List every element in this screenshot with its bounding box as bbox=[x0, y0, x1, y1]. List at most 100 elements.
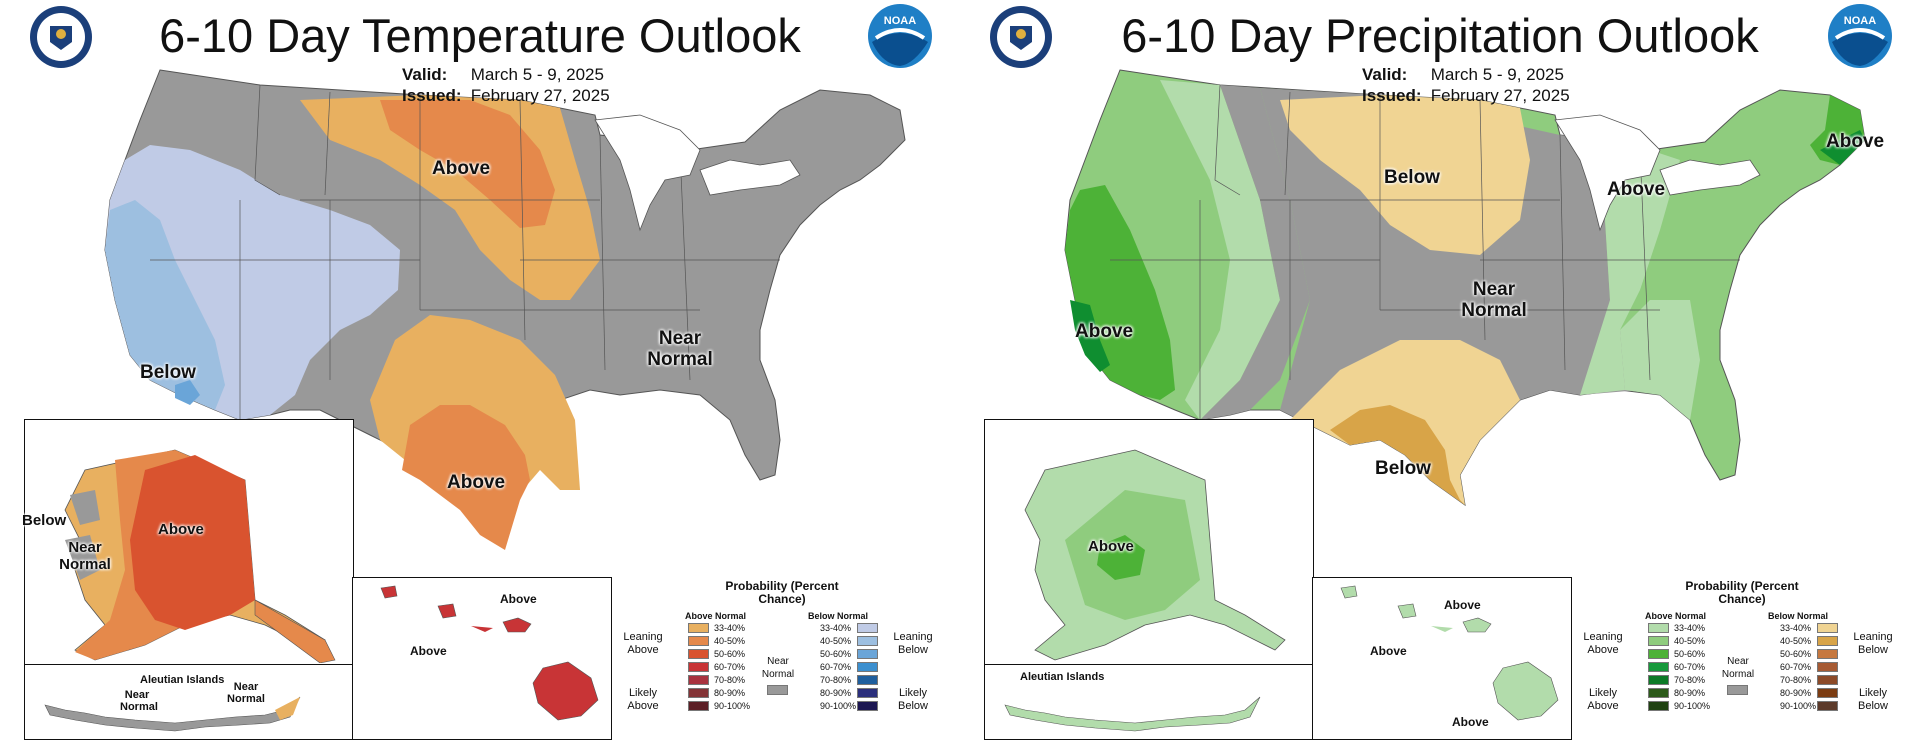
legend-swatch-below bbox=[857, 701, 878, 711]
legend-range-below: 33-40% bbox=[1780, 623, 1812, 633]
precipitation-legend: Probability (Percent Chance) Above Norma… bbox=[1583, 579, 1893, 713]
legend-range-above: 40-50% bbox=[714, 636, 746, 646]
hawaii-map bbox=[380, 585, 599, 721]
label-below-west: Below bbox=[140, 362, 196, 383]
legend-swatch-below bbox=[1817, 701, 1838, 711]
legend-range-below: 90-100% bbox=[1780, 701, 1817, 711]
legend-swatch-above bbox=[1648, 701, 1669, 711]
temperature-outlook-panel: 6-10 Day Temperature Outlook Valid: Marc… bbox=[0, 0, 960, 742]
label-hi-above3: Above bbox=[1452, 715, 1489, 729]
label-above-ne: Above bbox=[1826, 131, 1885, 152]
svg-text:NOAA: NOAA bbox=[884, 15, 916, 27]
label-hi-above2: Above bbox=[410, 644, 447, 658]
legend-range-above: 80-90% bbox=[1674, 688, 1706, 698]
legend-range-above: 90-100% bbox=[1674, 701, 1711, 711]
legend-swatch-above bbox=[1648, 649, 1669, 659]
hawaii-map bbox=[1340, 585, 1559, 721]
commerce-seal-icon bbox=[30, 6, 92, 68]
near-normal-swatch bbox=[767, 685, 788, 695]
legend-range-below: 33-40% bbox=[820, 623, 852, 633]
legend-swatch-below bbox=[1817, 636, 1838, 646]
legend-swatch-below bbox=[857, 675, 878, 685]
legend-swatch-above bbox=[688, 675, 709, 685]
near-normal-swatch bbox=[1727, 685, 1748, 695]
aleutian-inset bbox=[984, 664, 1314, 740]
aleutian-inset bbox=[24, 664, 354, 740]
legend-swatch-above bbox=[688, 701, 709, 711]
legend-swatch-below bbox=[857, 649, 878, 659]
legend-swatch-above bbox=[688, 623, 709, 633]
valid-dates: Valid: March 5 - 9, 2025 Issued: Februar… bbox=[402, 65, 610, 105]
label-above-west: Above bbox=[1075, 321, 1134, 342]
legend-range-above: 70-80% bbox=[1674, 675, 1706, 685]
noaa-logo-icon: NOAA bbox=[1828, 4, 1892, 68]
precipitation-map bbox=[1064, 69, 1866, 507]
legend-range-below: 80-90% bbox=[820, 688, 852, 698]
noaa-logo-icon: NOAA bbox=[868, 4, 932, 68]
label-above-north: Above bbox=[432, 158, 491, 179]
label-ak-above: Above bbox=[158, 521, 204, 538]
legend-range-below: 40-50% bbox=[820, 636, 852, 646]
legend-range-below: 50-60% bbox=[1780, 649, 1812, 659]
legend-swatch-above bbox=[1648, 623, 1669, 633]
legend-range-below: 50-60% bbox=[820, 649, 852, 659]
legend-range-above: 33-40% bbox=[1674, 623, 1706, 633]
valid-dates: Valid: March 5 - 9, 2025 Issued: Februar… bbox=[1362, 65, 1570, 105]
legend-swatch-above bbox=[688, 649, 709, 659]
legend-swatch-below bbox=[1817, 649, 1838, 659]
legend-range-above: 80-90% bbox=[714, 688, 746, 698]
legend-range-below: 70-80% bbox=[820, 675, 852, 685]
legend-swatch-above bbox=[1648, 688, 1669, 698]
legend-range-above: 33-40% bbox=[714, 623, 746, 633]
label-above-south: Above bbox=[447, 472, 506, 493]
legend-range-below: 60-70% bbox=[1780, 662, 1812, 672]
legend-range-above: 90-100% bbox=[714, 701, 751, 711]
svg-text:NOAA: NOAA bbox=[1844, 15, 1876, 27]
alaska-map bbox=[1024, 449, 1286, 661]
label-ak-near-normal: Near Normal bbox=[59, 539, 111, 573]
legend-swatch-above bbox=[688, 636, 709, 646]
commerce-seal-icon bbox=[990, 6, 1052, 68]
legend-swatch-below bbox=[857, 662, 878, 672]
precipitation-outlook-panel: 6-10 Day Precipitation Outlook Valid: Ma… bbox=[960, 0, 1920, 742]
legend-swatch-below bbox=[857, 636, 878, 646]
legend-swatch-below bbox=[1817, 675, 1838, 685]
label-ak-above: Above bbox=[1088, 538, 1134, 555]
legend-swatch-above bbox=[1648, 675, 1669, 685]
label-hi-above1: Above bbox=[500, 592, 537, 606]
legend-range-below: 70-80% bbox=[1780, 675, 1812, 685]
alaska-inset bbox=[984, 419, 1314, 665]
legend-range-above: 50-60% bbox=[714, 649, 746, 659]
legend-range-above: 40-50% bbox=[1674, 636, 1706, 646]
aleutian-title: Aleutian Islands bbox=[1020, 671, 1105, 683]
legend-swatch-below bbox=[1817, 662, 1838, 672]
legend-swatch-below bbox=[1817, 623, 1838, 633]
temperature-legend: Probability (Percent Chance) Above Norma… bbox=[623, 579, 933, 713]
label-aleutian-near1: Near Normal bbox=[120, 689, 158, 713]
legend-swatch-below bbox=[857, 623, 878, 633]
alaska-map bbox=[64, 449, 336, 664]
legend-range-above: 60-70% bbox=[714, 662, 746, 672]
legend-range-below: 40-50% bbox=[1780, 636, 1812, 646]
legend-swatch-below bbox=[857, 688, 878, 698]
legend-swatch-above bbox=[1648, 636, 1669, 646]
page-title: 6-10 Day Temperature Outlook bbox=[159, 9, 801, 62]
label-near-normal: Near Normal bbox=[1461, 279, 1527, 321]
aleutian-title: Aleutian Islands bbox=[140, 674, 225, 686]
page-title: 6-10 Day Precipitation Outlook bbox=[1121, 9, 1759, 62]
label-near-normal: Near Normal bbox=[647, 328, 713, 370]
legend-swatch-above bbox=[1648, 662, 1669, 672]
legend-range-below: 90-100% bbox=[820, 701, 857, 711]
legend-swatch-below bbox=[1817, 688, 1838, 698]
legend-range-above: 60-70% bbox=[1674, 662, 1706, 672]
temperature-map bbox=[104, 69, 906, 550]
legend-swatch-above bbox=[688, 688, 709, 698]
label-below-north: Below bbox=[1384, 167, 1440, 188]
label-below-south: Below bbox=[1375, 458, 1431, 479]
legend-swatch-above bbox=[688, 662, 709, 672]
label-hi-above1: Above bbox=[1444, 598, 1481, 612]
legend-range-below: 60-70% bbox=[820, 662, 852, 672]
legend-range-below: 80-90% bbox=[1780, 688, 1812, 698]
legend-range-above: 50-60% bbox=[1674, 649, 1706, 659]
hawaii-inset bbox=[352, 577, 612, 740]
